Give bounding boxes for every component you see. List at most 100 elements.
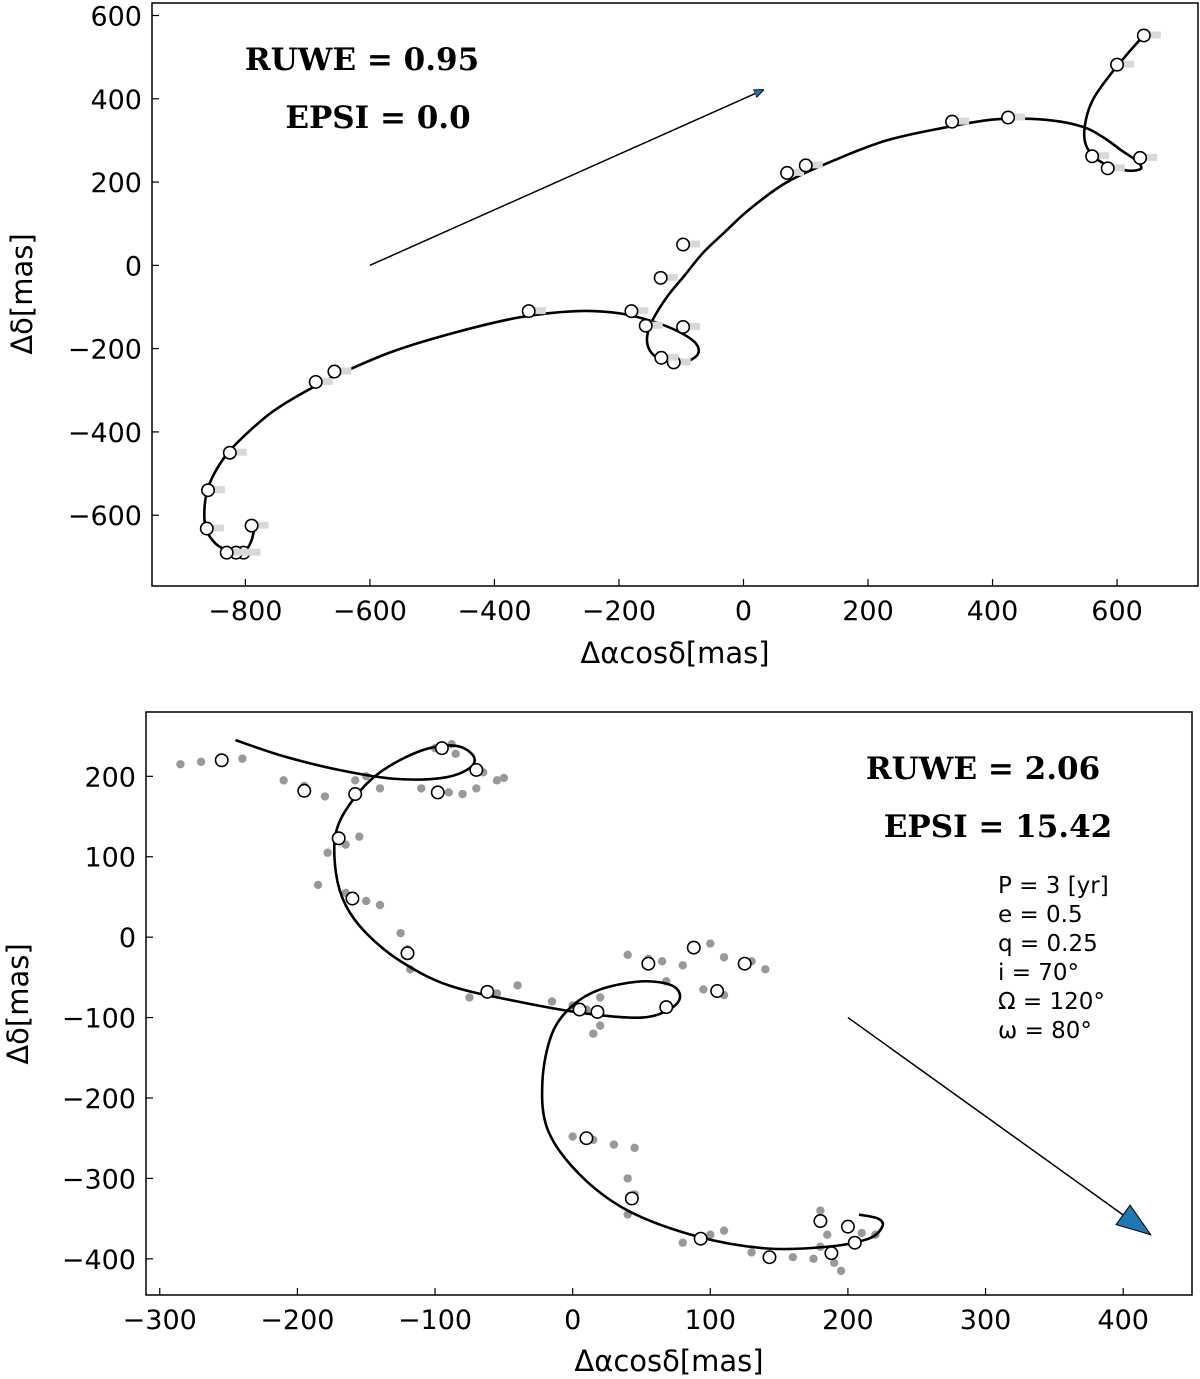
param-period: P = 3 [yr] [998,873,1109,899]
proper-motion-arrow [369,90,762,267]
epoch-sample-point [857,1228,866,1238]
epoch-sample-point [547,997,557,1006]
proper-motion-arrowhead [1115,1204,1152,1236]
epoch-sample-point [761,965,770,974]
observation-point [1136,28,1151,43]
gaia-scan-mark [1097,152,1110,160]
param-ascending-node: Ω = 120° [998,989,1105,1015]
top-ruwe-annotation: RUWE = 0.95 [245,42,479,78]
epoch-sample-point [568,1132,577,1141]
y-tick-label: −400 [68,418,142,449]
gaia-scan-mark [1145,153,1158,161]
x-tick-label: −200 [582,596,656,627]
epoch-sample-point [706,939,715,948]
gaia-scan-mark [688,322,701,330]
observation-point [710,984,725,999]
x-tick-label: 300 [960,1305,1012,1336]
gaia-scan-mark [241,548,254,556]
epoch-sample-point [355,832,364,841]
gaia-scan-mark [636,307,649,315]
param-mass-ratio: q = 0.25 [998,931,1098,957]
epoch-sample-point [313,880,323,890]
param-eccentricity: e = 0.5 [998,902,1083,928]
epoch-sample-point [513,981,522,990]
observation-point [840,1219,855,1234]
observation-point [659,1000,674,1015]
y-tick-label: −600 [68,501,142,532]
gaia-scan-mark [1148,31,1161,39]
observation-point [641,956,656,971]
x-tick-label: 0 [735,596,752,627]
y-tick-label: −300 [62,1164,136,1195]
observation-point [469,762,484,777]
observation-point [824,1246,839,1261]
epoch-sample-point [823,1230,832,1239]
observation-point [331,831,346,846]
observation-point [1133,150,1148,165]
epoch-sample-point [589,1029,598,1038]
observation-point [521,304,536,319]
x-tick-label: −800 [208,596,282,627]
observation-point [308,374,323,389]
x-tick-label: 100 [685,1305,737,1336]
y-tick-label: −200 [68,335,142,366]
x-tick-label: −300 [123,1305,197,1336]
gaia-scan-mark [1112,164,1125,172]
epoch-sample-point [706,1230,715,1239]
epoch-sample-point [809,1254,818,1264]
epoch-sample-point [176,760,185,769]
gaia-scan-mark [211,524,224,532]
gaia-scan-mark [320,377,333,385]
observation-point [737,956,752,971]
observation-point [572,1002,587,1017]
epoch-sample-point [492,989,502,998]
bottom-x-axis-label: Δαcosδ[mas] [574,1344,763,1378]
gaia-scan-mark [1122,60,1135,68]
x-tick-label: 400 [1097,1305,1149,1336]
y-tick-label: −100 [62,1004,136,1035]
bottom-panel: −300 −200 −100 0 100 200 300 400 −400 −300 −200 −10… [1,711,1193,1378]
gaia-scan-mark [339,367,352,375]
observation-point [676,237,691,252]
top-x-axis-label: Δαcosδ[mas] [580,636,769,670]
observation-point [244,518,259,533]
bottom-y-axis-label: Δδ[mas] [1,943,35,1064]
observation-point [222,445,237,460]
observation-point [434,741,449,756]
epoch-sample-point [630,1143,639,1153]
observation-point [847,1235,862,1250]
observation-point [201,483,216,498]
observation-point [813,1214,828,1229]
observation-point [798,158,813,173]
epoch-sample-point [719,1226,729,1235]
x-tick-label: −600 [333,596,407,627]
gaia-scan-mark [665,273,678,281]
x-tick-label: 0 [564,1305,581,1336]
epoch-sample-point [678,1238,687,1247]
epoch-sample-point [279,776,288,785]
epoch-sample-point [362,896,371,906]
epoch-sample-point [465,993,474,1002]
observation-point [686,940,701,955]
epoch-sample-point [196,757,206,767]
epoch-sample-point [836,1266,846,1276]
epoch-sample-point [320,792,330,801]
top-y-axis-label: Δδ[mas] [5,233,39,354]
bottom-ruwe-annotation: RUWE = 2.06 [866,751,1100,787]
epoch-sample-point [747,1248,756,1257]
epoch-sample-point [492,776,502,785]
gaia-scan-mark [248,548,261,556]
y-tick-label: 0 [125,251,142,282]
gaia-scan-mark [678,358,691,366]
observation-point [1001,110,1016,125]
epoch-sample-point [595,993,605,1002]
observation-point [480,984,495,999]
observation-point [638,318,653,333]
y-tick-label: 200 [90,168,142,199]
observation-point [297,783,312,798]
observation-point [1110,57,1125,72]
y-tick-label: 200 [84,762,136,793]
gaia-scan-mark [234,448,247,456]
gaia-scan-mark [650,321,663,329]
